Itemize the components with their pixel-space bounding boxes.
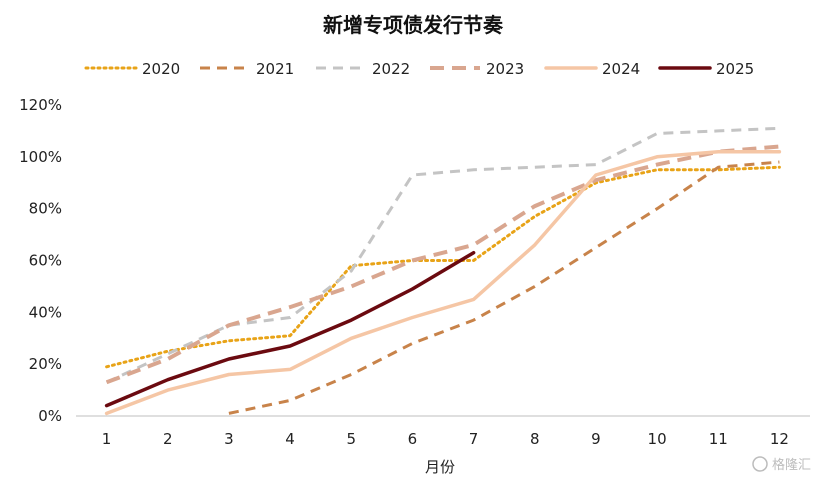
series-line-2023 [105,144,780,385]
x-tick-label: 10 [648,430,667,448]
series-line-2024 [104,149,782,416]
legend-label-2021: 2021 [256,60,294,78]
x-tick-label: 7 [469,430,479,448]
chart-title: 新增专项债发行节奏 [323,13,504,37]
y-tick-label: 100% [19,148,62,166]
watermark: 格隆汇 [752,456,811,473]
series-line-2025 [104,250,476,408]
x-tick-label: 3 [224,430,234,448]
x-tick-label: 4 [285,430,295,448]
legend-label-2023: 2023 [486,60,524,78]
x-tick-label: 9 [591,430,601,448]
legend-label-2022: 2022 [372,60,410,78]
x-tick-label: 5 [346,430,356,448]
legend: 2020 2021 2022 2023 2024 2025 [84,60,754,78]
x-tick-label: 2 [163,430,173,448]
series-line-2020 [105,165,781,369]
series-line-2022 [105,126,780,384]
x-tick-label: 8 [530,430,540,448]
legend-label-2024: 2024 [602,60,640,78]
watermark-text: 格隆汇 [772,457,811,473]
y-tick-label: 80% [29,200,62,218]
y-tick-label: 40% [29,303,62,321]
plot-area [104,126,782,416]
watermark-icon [752,456,768,472]
x-tick-label: 6 [408,430,418,448]
series-line-2021 [228,160,780,415]
y-axis: 0% 20% 40% 60% 80% 100% 120% [19,96,62,425]
y-tick-label: 20% [29,355,62,373]
y-tick-label: 0% [38,407,62,425]
x-tick-label: 1 [102,430,112,448]
x-axis: 1 2 3 4 5 6 7 8 9 10 11 12 [102,430,789,448]
x-tick-label: 12 [770,430,789,448]
legend-label-2025: 2025 [716,60,754,78]
x-axis-label: 月份 [425,458,455,476]
y-tick-label: 60% [29,252,62,270]
legend-label-2020: 2020 [142,60,180,78]
x-tick-label: 11 [709,430,728,448]
y-tick-label: 120% [19,96,62,114]
